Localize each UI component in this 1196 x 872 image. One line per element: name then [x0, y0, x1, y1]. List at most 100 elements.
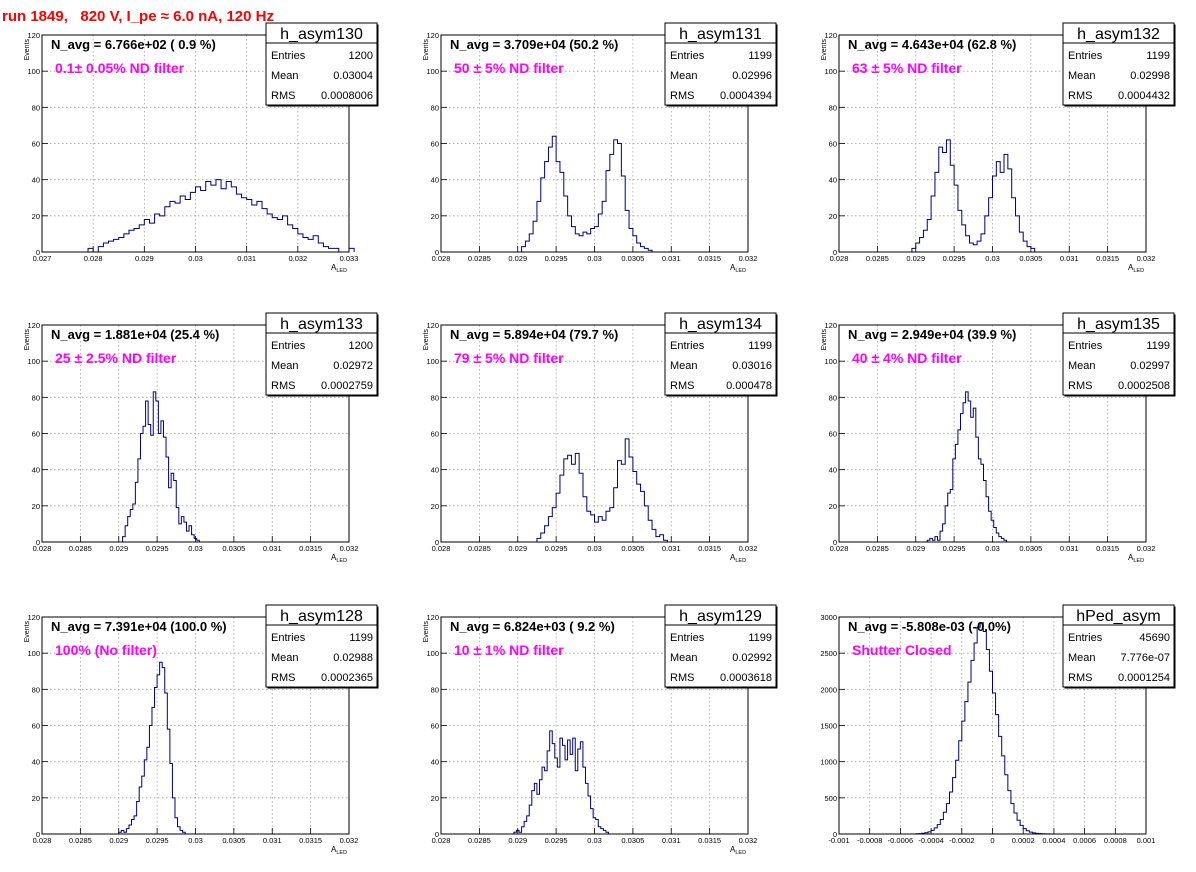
stats-label-rms: RMS [271, 90, 295, 102]
x-tick-label: 0.03 [188, 544, 203, 553]
x-tick-label: 0.029 [906, 544, 925, 553]
histogram-name: hPed_asym [1076, 608, 1161, 625]
histogram-name: h_asym131 [679, 26, 762, 43]
x-tick-label: 0.0315 [299, 836, 322, 845]
x-tick-label: 0.031 [662, 544, 681, 553]
x-axis-title: ALED [730, 263, 746, 274]
x-tick-label: 0.028 [432, 544, 451, 553]
histogram-pad-hPed_asym: -0.001 -0.0008 -0.0006 -0.0004 -0.0002 0 0.000… [820, 604, 1176, 845]
stats-label-entries: Entries [1068, 340, 1103, 352]
histogram-series [521, 135, 653, 252]
histogram-name: h_asym135 [1077, 316, 1160, 333]
histogram-pad-h_asym130: 0.027 0.028 0.029 0.03 0.031 0.032 0.033 0 20 40 6… [24, 22, 379, 274]
filter-annotation: 79 ± 5% ND filter [454, 350, 564, 366]
y-tick-label: 1000 [820, 758, 837, 767]
stats-value-rms: 0.0008006 [321, 90, 373, 102]
histogram-name: h_asym132 [1077, 26, 1160, 43]
filter-annotation: 40 ± 4% ND filter [852, 350, 962, 366]
stats-label-rms: RMS [1068, 672, 1092, 684]
histogram-series [122, 391, 200, 542]
y-tick-label: 2500 [820, 649, 837, 658]
histogram-pad-h_asym128: 0.028 0.0285 0.029 0.0295 0.03 0.0305 0.031 0.0… [24, 604, 379, 856]
y-tick-label: 80 [32, 103, 40, 112]
x-tick-label: 0.03 [188, 254, 203, 263]
x-tick-label: 0.0008 [1104, 836, 1127, 845]
x-tick-label: 0.029 [508, 254, 527, 263]
y-tick-label: 100 [824, 67, 837, 76]
y-tick-label: 60 [431, 430, 439, 439]
x-axis-title-main: A [331, 553, 337, 562]
stats-label-mean: Mean [1068, 652, 1096, 664]
stats-box [1062, 312, 1175, 396]
stats-value-mean: 0.02997 [1130, 360, 1170, 372]
stats-value-mean: 0.02996 [732, 70, 772, 82]
x-tick-label: -0.0004 [918, 836, 943, 845]
x-tick-label: 0.0295 [545, 254, 568, 263]
plot-frame [41, 34, 350, 253]
y-tick-label: 40 [32, 758, 40, 767]
y-tick-label: 60 [32, 430, 40, 439]
histogram-series [118, 661, 186, 834]
histogram-series [513, 730, 609, 834]
histogram-series [536, 438, 668, 542]
y-axis-title: Events [821, 39, 828, 61]
y-tick-label: 20 [431, 502, 439, 511]
y-tick-label: 0 [435, 830, 439, 839]
stats-label-mean: Mean [271, 360, 299, 372]
stats-label-entries: Entries [271, 50, 306, 62]
stats-box [265, 312, 378, 396]
y-axis-title: Events [24, 329, 31, 351]
x-tick-label: 0.032 [340, 836, 359, 845]
stats-label-entries: Entries [670, 50, 705, 62]
y-tick-label: 20 [32, 502, 40, 511]
x-tick-label: 0.0006 [1073, 836, 1096, 845]
x-tick-label: 0.0295 [943, 544, 966, 553]
navg-label: N_avg = 4.643e+04 (62.8 %) [848, 37, 1016, 52]
plot-frame [41, 324, 350, 543]
x-tick-label: 0.0305 [222, 836, 245, 845]
histogram-name: h_asym134 [679, 316, 762, 333]
y-tick-label: 80 [829, 103, 837, 112]
x-axis-title: ALED [730, 553, 746, 564]
x-tick-label: 0.0305 [1019, 254, 1042, 263]
x-tick-label: -0.001 [828, 836, 849, 845]
y-tick-label: 100 [426, 67, 439, 76]
histogram-pad-h_asym129: 0.028 0.0285 0.029 0.0295 0.03 0.0305 0.031 0.0… [423, 604, 778, 856]
histogram-pad-h_asym131: 0.028 0.0285 0.029 0.0295 0.03 0.0305 0.031 0.0… [423, 22, 778, 274]
x-tick-label: 0.029 [109, 836, 128, 845]
y-tick-label: 120 [824, 321, 837, 330]
x-tick-label: 0.027 [33, 254, 52, 263]
x-axis-title: ALED [331, 553, 347, 564]
x-tick-label: 0.03 [587, 254, 602, 263]
stats-box [265, 604, 378, 688]
histogram-series [926, 391, 1007, 542]
x-tick-label: 0.0305 [222, 544, 245, 553]
x-tick-label: 0.0295 [943, 254, 966, 263]
histogram-pad-h_asym135: 0.028 0.0285 0.029 0.0295 0.03 0.0305 0.031 0.0… [821, 312, 1176, 564]
stats-label-mean: Mean [670, 360, 698, 372]
navg-label: N_avg = -5.808e-03 (-0.0%) [848, 619, 1011, 634]
x-tick-label: 0.028 [432, 254, 451, 263]
x-tick-label: -0.0002 [949, 836, 974, 845]
y-tick-label: 0 [833, 830, 837, 839]
x-tick-label: 0.031 [1060, 544, 1079, 553]
y-tick-label: 0 [833, 538, 837, 547]
stats-value-mean: 0.02972 [333, 360, 373, 372]
stats-value-entries: 1199 [748, 50, 772, 62]
stats-label-entries: Entries [670, 340, 705, 352]
stats-label-rms: RMS [670, 672, 694, 684]
stats-label-entries: Entries [670, 632, 705, 644]
stats-label-rms: RMS [271, 672, 295, 684]
y-tick-label: 60 [829, 430, 837, 439]
x-axis-title: ALED [730, 845, 746, 856]
stats-value-entries: 45690 [1139, 632, 1170, 644]
y-tick-label: 20 [32, 212, 40, 221]
plot-frame [838, 324, 1147, 543]
navg-label: N_avg = 3.709e+04 (50.2 %) [450, 37, 618, 52]
x-tick-label: 0.0305 [1019, 544, 1042, 553]
histogram-name: h_asym128 [280, 608, 363, 625]
y-tick-label: 3000 [820, 613, 837, 622]
y-tick-label: 100 [27, 649, 40, 658]
x-tick-label: 0.032 [739, 254, 758, 263]
x-tick-label: 0.0285 [69, 836, 92, 845]
